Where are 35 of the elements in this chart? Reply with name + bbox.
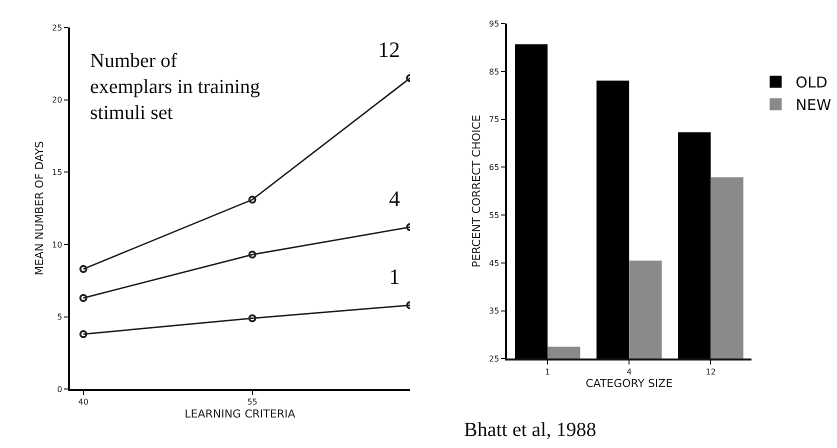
y-tick-label: 35 [489, 306, 500, 316]
x-axis-title: CATEGORY SIZE [586, 377, 673, 390]
series-label: 4 [389, 186, 400, 211]
x-axis-title: LEARNING CRITERIA [184, 407, 296, 420]
legend-label: NEW [796, 96, 832, 114]
x-tick-label: 40 [78, 398, 88, 407]
y-tick-label: 65 [489, 163, 500, 172]
y-tick-label: 25 [52, 23, 62, 32]
y-axis-title: PERCENT CORRECT CHOICE [470, 114, 484, 268]
y-tick-label: 55 [489, 210, 500, 220]
point [248, 250, 256, 259]
annotation: Number of exemplars in training stimuli set [90, 50, 260, 124]
y-tick-label: 10 [52, 240, 62, 250]
y-tick-label: 75 [489, 115, 500, 124]
point [79, 330, 88, 338]
y-axis-title: MEAN NUMBER OF DAYS [33, 141, 46, 276]
y-tick-label: 20 [52, 96, 62, 105]
y-tick-label: 45 [489, 258, 500, 268]
y-tick-label: 25 [489, 354, 500, 364]
y-tick-label: 85 [489, 67, 500, 76]
point [79, 265, 88, 274]
x-tick-label: 12 [706, 367, 716, 376]
point [248, 196, 256, 204]
x-tick-label: 1 [545, 367, 550, 376]
y-tick-label: 0 [57, 384, 62, 394]
y-tick-label: 5 [57, 312, 62, 322]
y-tick-label: 15 [52, 168, 62, 177]
series-label: 12 [378, 37, 400, 62]
series-label: 1 [389, 264, 400, 289]
text: Bhatt et al, 1988 [464, 419, 596, 441]
x-tick-label: 4 [626, 367, 632, 376]
point [248, 314, 256, 322]
point [79, 294, 88, 302]
y-tick-label: 95 [489, 19, 500, 28]
legend-label: OLD [796, 74, 828, 92]
